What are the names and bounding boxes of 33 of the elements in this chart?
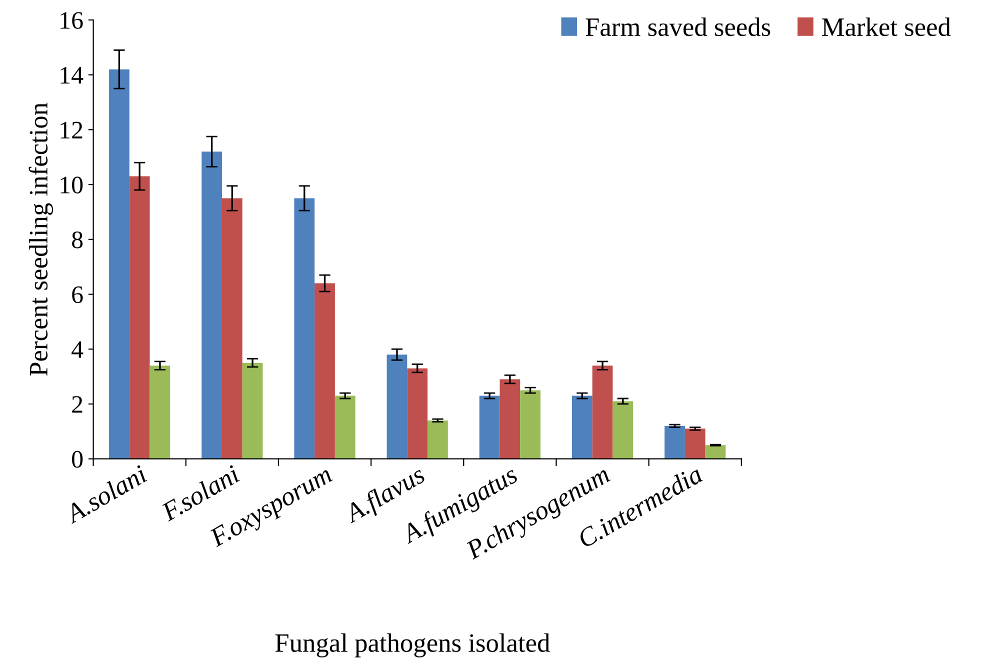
bar <box>242 362 263 459</box>
bar <box>202 152 222 459</box>
bar <box>428 420 448 459</box>
bar <box>150 366 170 459</box>
bar <box>386 354 408 459</box>
bar <box>612 401 634 459</box>
y-tick-label: 16 <box>60 12 83 29</box>
bar <box>334 396 356 459</box>
bar <box>294 198 315 459</box>
y-tick-label: 2 <box>72 396 82 413</box>
bar <box>407 368 428 459</box>
bar <box>664 426 685 459</box>
y-tick-label: 8 <box>72 231 83 248</box>
bar <box>592 366 613 459</box>
bar <box>479 396 500 459</box>
y-tick-label: 4 <box>72 341 84 358</box>
bar <box>520 390 540 459</box>
bar <box>500 379 520 459</box>
bar <box>222 198 242 459</box>
legend-label: Market seed <box>822 18 951 36</box>
y-tick-label: 10 <box>60 176 83 194</box>
y-tick-label: 12 <box>60 122 82 138</box>
bar <box>705 445 726 459</box>
legend-label: Farm saved seeds <box>586 18 770 36</box>
y-tick-label: 14 <box>60 66 84 84</box>
bar <box>129 176 150 459</box>
bar <box>572 396 592 459</box>
bar <box>109 69 130 459</box>
bar <box>314 283 335 459</box>
x-axis-title: Fungal pathogens isolated <box>275 633 550 658</box>
y-axis-title: Percent seedling infection <box>28 102 54 376</box>
y-tick-label: 6 <box>72 286 83 304</box>
bar <box>684 428 706 459</box>
